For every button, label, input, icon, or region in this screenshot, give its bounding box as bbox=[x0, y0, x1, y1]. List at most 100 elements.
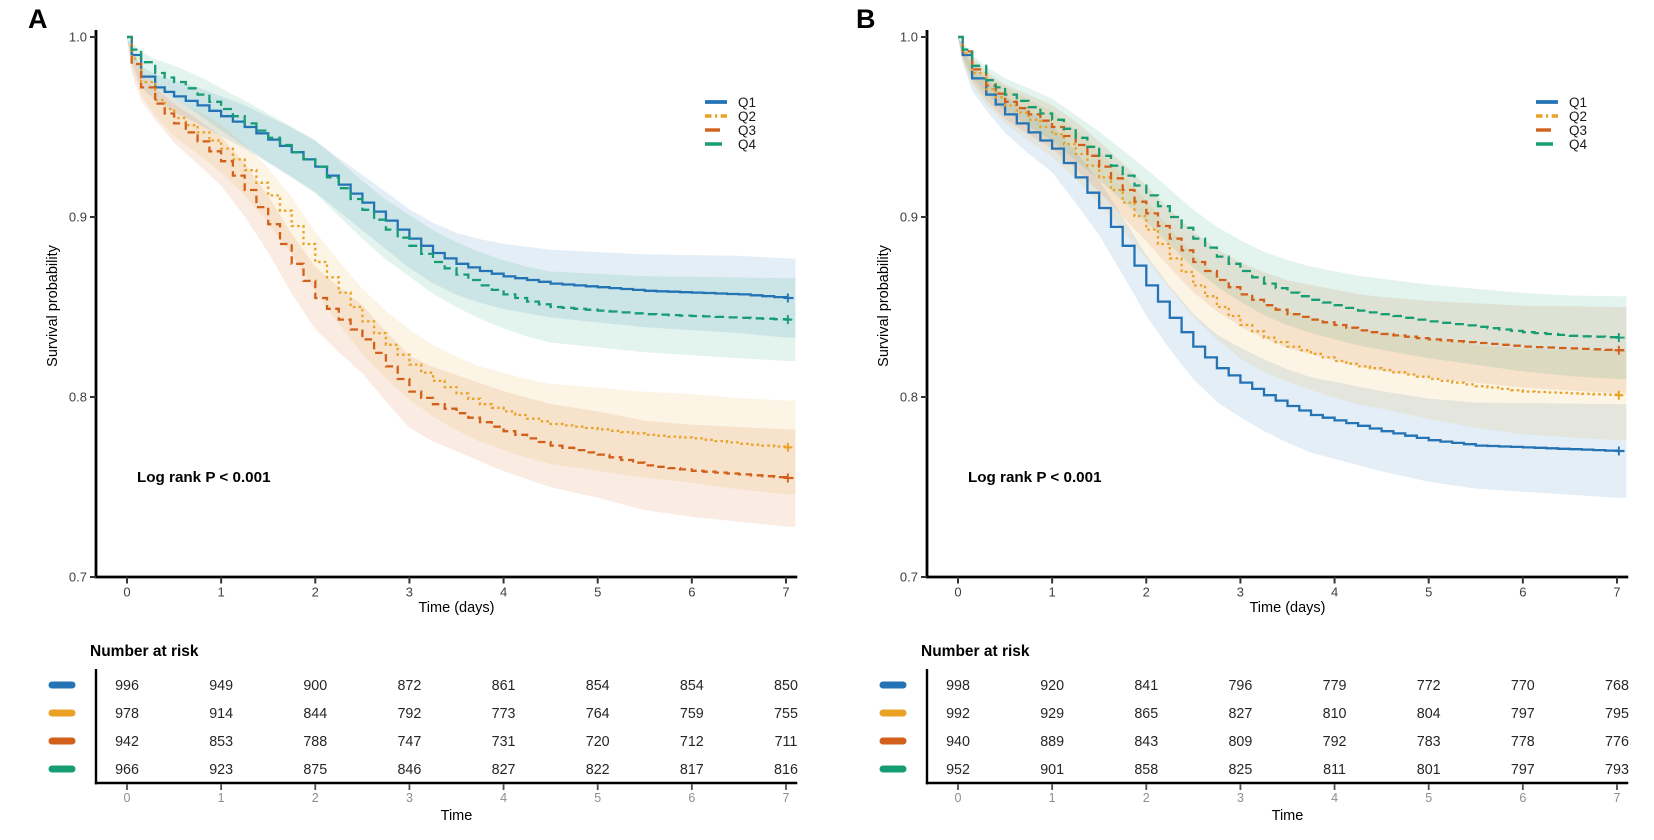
x-tick-label: 6 bbox=[1519, 585, 1526, 600]
risk-count: 810 bbox=[1323, 706, 1347, 722]
panel-a-label: A bbox=[28, 4, 48, 34]
x-tick-label: 0 bbox=[954, 585, 961, 600]
confidence-band-q1 bbox=[127, 37, 796, 338]
legend-label-q1: Q1 bbox=[738, 95, 756, 110]
x-tick-label: 3 bbox=[1237, 585, 1244, 600]
risk-count: 811 bbox=[1323, 762, 1346, 778]
x-tick-label: 7 bbox=[1613, 585, 1620, 600]
risk-count: 843 bbox=[1134, 734, 1158, 750]
risk-count: 889 bbox=[1040, 734, 1064, 750]
confidence-band-q4 bbox=[958, 37, 1627, 379]
risk-count: 816 bbox=[774, 762, 798, 778]
risk-count: 901 bbox=[1040, 762, 1064, 778]
y-tick-label: 0.7 bbox=[900, 570, 918, 585]
risk-count: 872 bbox=[397, 678, 421, 694]
risk-count: 817 bbox=[680, 762, 704, 778]
x-tick-label: 3 bbox=[406, 585, 413, 600]
risk-count: 853 bbox=[209, 734, 233, 750]
risk-count: 788 bbox=[303, 734, 327, 750]
risk-count: 998 bbox=[946, 678, 970, 694]
x-tick-label: 1 bbox=[218, 585, 225, 600]
risk-count: 792 bbox=[1323, 734, 1347, 750]
risk-count: 949 bbox=[209, 678, 233, 694]
risk-count: 778 bbox=[1511, 734, 1535, 750]
legend-label-q4: Q4 bbox=[1569, 137, 1588, 152]
x-axis-title: Time (days) bbox=[418, 600, 494, 616]
risk-count: 797 bbox=[1511, 762, 1535, 778]
risk-count: 797 bbox=[1511, 706, 1535, 722]
risk-count: 731 bbox=[492, 734, 516, 750]
risk-count: 779 bbox=[1323, 678, 1347, 694]
risk-count: 854 bbox=[586, 678, 610, 694]
risk-count: 966 bbox=[115, 762, 139, 778]
risk-count: 770 bbox=[1511, 678, 1535, 694]
risk-count: 768 bbox=[1605, 678, 1629, 694]
risk-count: 759 bbox=[680, 706, 704, 722]
confidence-band-q2 bbox=[958, 37, 1627, 441]
risk-count: 809 bbox=[1228, 734, 1252, 750]
survival-curve-q4 bbox=[127, 35, 794, 321]
risk-count: 858 bbox=[1134, 762, 1158, 778]
legend-label-q4: Q4 bbox=[738, 137, 757, 152]
risk-count: 720 bbox=[586, 734, 610, 750]
risk-count: 776 bbox=[1605, 734, 1629, 750]
x-tick-label: 6 bbox=[688, 585, 695, 600]
risk-x-tick-label: 7 bbox=[783, 791, 790, 805]
risk-count: 792 bbox=[397, 706, 421, 722]
logrank-annotation: Log rank P < 0.001 bbox=[968, 469, 1102, 486]
survival-curve-q4 bbox=[958, 35, 1625, 339]
survival-curve-q3 bbox=[127, 35, 794, 480]
risk-x-tick-label: 5 bbox=[594, 791, 601, 805]
censor-mark-q4 bbox=[1614, 333, 1624, 343]
risk-count: 923 bbox=[209, 762, 233, 778]
censor-mark-q4 bbox=[783, 315, 793, 325]
x-tick-label: 2 bbox=[1143, 585, 1150, 600]
risk-count: 822 bbox=[586, 762, 610, 778]
risk-count: 793 bbox=[1605, 762, 1629, 778]
risk-count: 875 bbox=[303, 762, 327, 778]
risk-x-tick-label: 7 bbox=[1614, 791, 1621, 805]
risk-x-tick-label: 3 bbox=[1237, 791, 1244, 805]
risk-count: 796 bbox=[1228, 678, 1252, 694]
x-tick-label: 7 bbox=[782, 585, 789, 600]
risk-x-tick-label: 4 bbox=[1331, 791, 1338, 805]
risk-count: 772 bbox=[1417, 678, 1441, 694]
risk-x-tick-label: 1 bbox=[1049, 791, 1056, 805]
risk-count: 844 bbox=[303, 706, 327, 722]
confidence-band-q3 bbox=[958, 37, 1627, 394]
y-axis-title: Survival probability bbox=[45, 244, 61, 366]
censor-mark-q3 bbox=[783, 473, 793, 483]
risk-x-tick-label: 0 bbox=[955, 791, 962, 805]
logrank-annotation: Log rank P < 0.001 bbox=[137, 469, 271, 486]
risk-x-tick-label: 1 bbox=[218, 791, 225, 805]
risk-count: 952 bbox=[946, 762, 970, 778]
risk-count: 711 bbox=[775, 734, 798, 750]
x-tick-label: 2 bbox=[312, 585, 319, 600]
survival-curve-q2 bbox=[958, 35, 1625, 397]
risk-x-tick-label: 2 bbox=[312, 791, 319, 805]
legend-label-q2: Q2 bbox=[1569, 109, 1587, 124]
risk-count: 992 bbox=[946, 706, 970, 722]
x-tick-label: 4 bbox=[500, 585, 507, 600]
x-tick-label: 4 bbox=[1331, 585, 1338, 600]
risk-table-title: Number at risk bbox=[921, 643, 1030, 660]
risk-count: 914 bbox=[209, 706, 233, 722]
x-tick-label: 5 bbox=[1425, 585, 1432, 600]
risk-count: 747 bbox=[397, 734, 421, 750]
y-tick-label: 0.9 bbox=[69, 210, 87, 225]
y-tick-label: 0.8 bbox=[900, 390, 918, 405]
risk-count: 940 bbox=[946, 734, 970, 750]
risk-count: 827 bbox=[1228, 706, 1252, 722]
risk-count: 773 bbox=[492, 706, 516, 722]
risk-count: 783 bbox=[1417, 734, 1441, 750]
risk-count: 841 bbox=[1134, 678, 1158, 694]
censor-mark-q1 bbox=[783, 293, 793, 303]
risk-count: 854 bbox=[680, 678, 704, 694]
risk-count: 804 bbox=[1417, 706, 1441, 722]
risk-x-tick-label: 6 bbox=[1519, 791, 1526, 805]
risk-x-axis-title: Time bbox=[1272, 808, 1304, 824]
risk-count: 861 bbox=[492, 678, 516, 694]
risk-count: 850 bbox=[774, 678, 798, 694]
censor-mark-q2 bbox=[1614, 390, 1624, 400]
